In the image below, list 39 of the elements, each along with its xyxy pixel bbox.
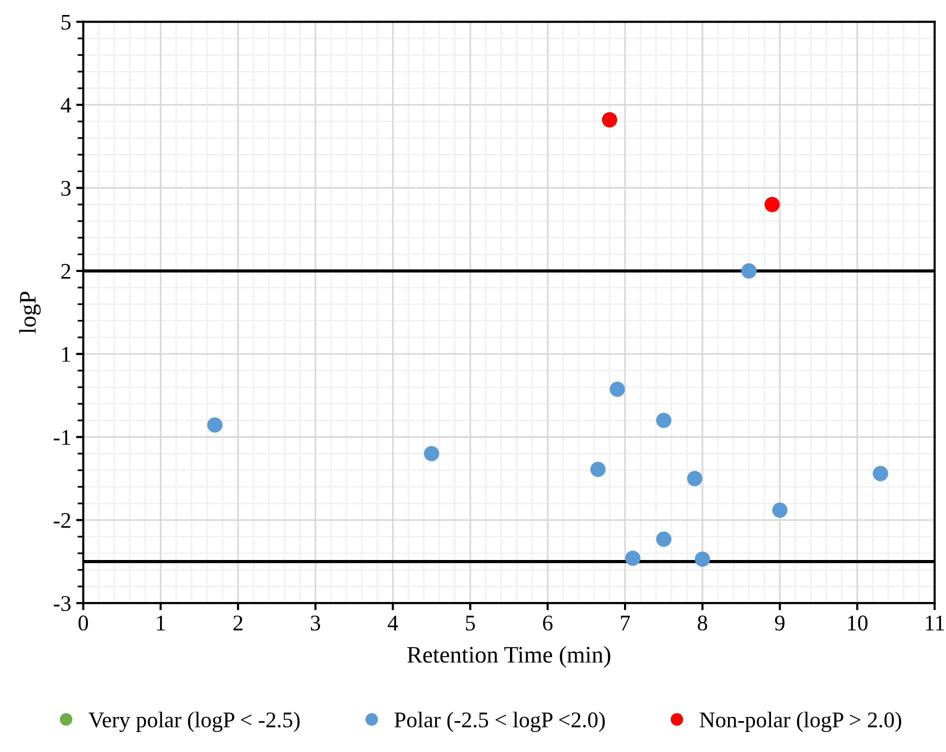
x-tick-label: 0 [78,616,88,631]
point [207,417,222,433]
y-tick-label: 3 [61,180,71,196]
x-tick-label: 3 [310,616,320,631]
x-tick-label: 11 [926,616,944,630]
x-tick-label: 9 [775,616,784,631]
point [694,551,710,567]
y-tick-label: 1 [62,347,70,362]
point [687,470,702,486]
point [590,462,606,478]
point [764,196,780,212]
point [625,550,640,566]
legend-label: Polar (-2.5 < logP <2.0) [394,712,605,732]
legend-label: Very polar (logP < -2.5) [88,712,300,732]
point [772,502,788,518]
y-tick-label: -3 [54,596,71,612]
x-tick-label: 2 [233,616,242,630]
y-tick-label: 4 [60,98,72,113]
x-tick-label: 5 [466,616,475,631]
point [602,112,618,128]
y-axis-title: logP [19,292,41,334]
point [872,466,888,482]
x-tick-label: 6 [543,616,553,631]
y-tick-label: 5 [62,14,71,30]
x-tick-label: 10 [848,616,868,631]
y-tick-label: 2 [61,264,70,279]
x-tick-label: 1 [157,616,165,630]
point [741,263,757,279]
legend-label: Non-polar (logP > 2.0) [700,712,902,732]
y-tick-label: -1 [54,430,70,445]
point [610,382,625,397]
x-tick-label: 7 [620,616,630,630]
point [656,412,672,428]
point [656,532,672,547]
x-tick-label: 4 [388,616,398,630]
x-tick-label: 8 [698,616,708,631]
y-tick-label: -2 [54,513,70,528]
x-axis-title: Retention Time (min) [407,646,610,668]
point [424,446,440,462]
